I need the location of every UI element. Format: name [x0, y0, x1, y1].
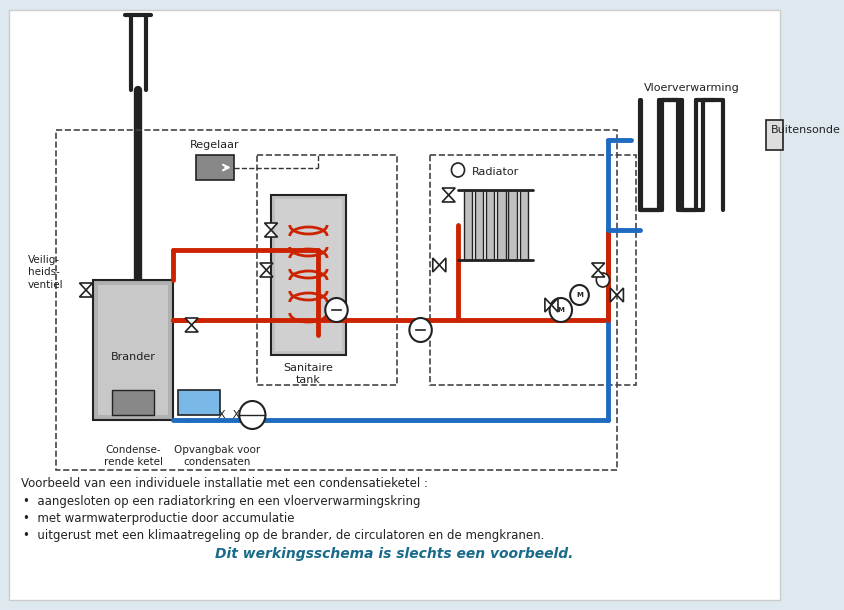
Circle shape [597, 273, 609, 287]
Text: Sanitaire
tank: Sanitaire tank [284, 363, 333, 386]
Text: Radiator: Radiator [472, 167, 519, 177]
Polygon shape [592, 263, 604, 270]
Text: Buitensonde: Buitensonde [771, 125, 841, 135]
Circle shape [239, 401, 266, 429]
Text: Opvangbak voor
condensaten: Opvangbak voor condensaten [174, 445, 261, 467]
Polygon shape [610, 288, 617, 302]
Bar [98, 285, 168, 415]
Circle shape [571, 285, 589, 305]
Text: M: M [576, 292, 583, 298]
Polygon shape [617, 288, 624, 302]
Bar [475, 190, 484, 260]
Circle shape [452, 163, 464, 177]
Polygon shape [264, 230, 278, 237]
Text: Vloerverwarming: Vloerverwarming [644, 83, 739, 93]
Circle shape [325, 298, 348, 322]
Circle shape [409, 318, 432, 342]
Text: Regelaar: Regelaar [190, 140, 240, 150]
Polygon shape [551, 298, 558, 312]
Text: •  uitgerust met een klimaatregeling op de brander, de circulatoren en de mengkr: • uitgerust met een klimaatregeling op d… [24, 529, 544, 542]
Polygon shape [545, 298, 551, 312]
Polygon shape [442, 188, 455, 195]
Bar [508, 190, 517, 260]
Bar [94, 280, 173, 420]
Polygon shape [185, 325, 198, 332]
Polygon shape [260, 263, 273, 270]
Polygon shape [264, 223, 278, 230]
Text: •  aangesloten op een radiatorkring en een vloerverwarmingskring: • aangesloten op een radiatorkring en ee… [24, 495, 421, 508]
Polygon shape [592, 270, 604, 277]
Bar [766, 120, 783, 150]
Bar [197, 155, 234, 180]
Polygon shape [442, 195, 455, 202]
Bar [275, 199, 342, 351]
Text: Condense-
rende ketel: Condense- rende ketel [104, 445, 163, 467]
Polygon shape [79, 283, 93, 290]
Text: M: M [557, 307, 565, 313]
Polygon shape [260, 270, 273, 277]
Bar [271, 195, 346, 355]
Bar [520, 190, 528, 260]
Bar [177, 390, 219, 415]
Bar [486, 190, 495, 260]
Polygon shape [433, 258, 439, 272]
Text: Brander: Brander [111, 352, 155, 362]
Circle shape [549, 298, 572, 322]
Text: •  met warmwaterproductie door accumulatie: • met warmwaterproductie door accumulati… [24, 512, 295, 525]
Bar [112, 390, 154, 415]
Polygon shape [185, 318, 198, 325]
Polygon shape [439, 258, 446, 272]
Text: Veilig-
heids-
ventiel: Veilig- heids- ventiel [28, 255, 63, 290]
Text: X  X: X X [218, 410, 240, 420]
Bar [497, 190, 506, 260]
Bar [463, 190, 472, 260]
Text: Dit werkingsschema is slechts een voorbeeld.: Dit werkingsschema is slechts een voorbe… [215, 547, 574, 561]
Text: Voorbeeld van een individuele installatie met een condensatieketel :: Voorbeeld van een individuele installati… [20, 477, 428, 490]
Polygon shape [79, 290, 93, 297]
